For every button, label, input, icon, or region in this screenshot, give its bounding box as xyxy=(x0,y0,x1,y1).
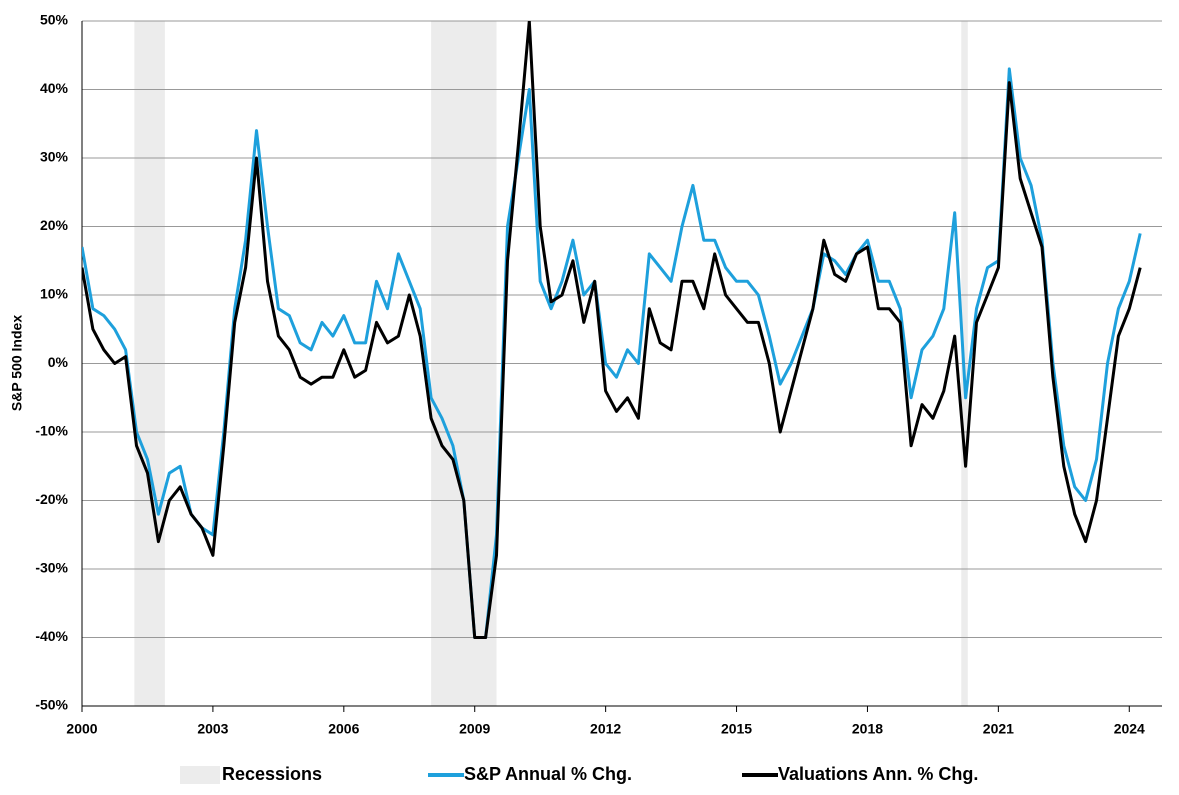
legend-label: Valuations Ann. % Chg. xyxy=(778,764,978,784)
legend-swatch xyxy=(180,766,220,784)
x-tick-label: 2000 xyxy=(66,721,97,737)
x-tick-label: 2006 xyxy=(328,721,359,737)
x-tick-label: 2021 xyxy=(983,721,1014,737)
y-tick-label: 0% xyxy=(48,354,69,370)
x-tick-label: 2015 xyxy=(721,721,752,737)
y-tick-label: -20% xyxy=(35,491,68,507)
series-line xyxy=(82,21,1142,639)
y-tick-label: 10% xyxy=(40,286,69,302)
y-tick-label: 40% xyxy=(40,80,69,96)
x-tick-label: 2003 xyxy=(197,721,228,737)
y-tick-label: -30% xyxy=(35,560,68,576)
x-tick-label: 2012 xyxy=(590,721,621,737)
series-line xyxy=(82,67,1142,639)
y-tick-label: 20% xyxy=(40,217,69,233)
y-tick-label: -10% xyxy=(35,423,68,439)
y-tick-label: 50% xyxy=(40,12,69,28)
legend-label: Recessions xyxy=(222,764,322,784)
x-tick-label: 2024 xyxy=(1114,721,1145,737)
x-tick-label: 2018 xyxy=(852,721,883,737)
legend-label: S&P Annual % Chg. xyxy=(464,764,632,784)
x-tick-label: 2009 xyxy=(459,721,490,737)
y-tick-label: -40% xyxy=(35,628,68,644)
y-tick-label: 30% xyxy=(40,149,69,165)
y-axis-label: S&P 500 Index xyxy=(9,315,25,411)
y-tick-label: -50% xyxy=(35,697,68,713)
